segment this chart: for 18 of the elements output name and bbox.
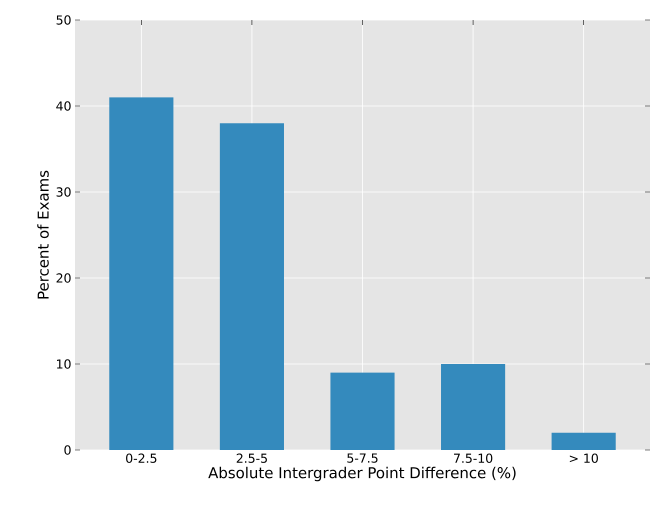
bar: [330, 372, 395, 450]
bar: [441, 364, 506, 450]
bar: [109, 97, 174, 450]
bar: [552, 432, 616, 450]
y-tick-label: 50: [56, 15, 71, 25]
x-tick-label: 2.5-5: [236, 454, 267, 463]
bar: [220, 123, 284, 450]
y-tick-label: 40: [56, 101, 71, 111]
y-tick-label: 10: [57, 359, 71, 369]
y-tick-label: 20: [56, 273, 71, 283]
x-tick-label: 0-2.5: [126, 454, 156, 463]
x-tick-label: > 10: [570, 454, 598, 463]
x-axis-title: Absolute Intergrader Point Difference (%): [208, 466, 516, 482]
x-tick-label: 5-7.5: [347, 454, 378, 463]
y-tick-label: 0: [64, 445, 71, 455]
x-tick-label: 7.5-10: [454, 454, 492, 463]
y-axis-title: Percent of Exams: [37, 170, 49, 298]
y-tick-label: 30: [56, 187, 71, 197]
